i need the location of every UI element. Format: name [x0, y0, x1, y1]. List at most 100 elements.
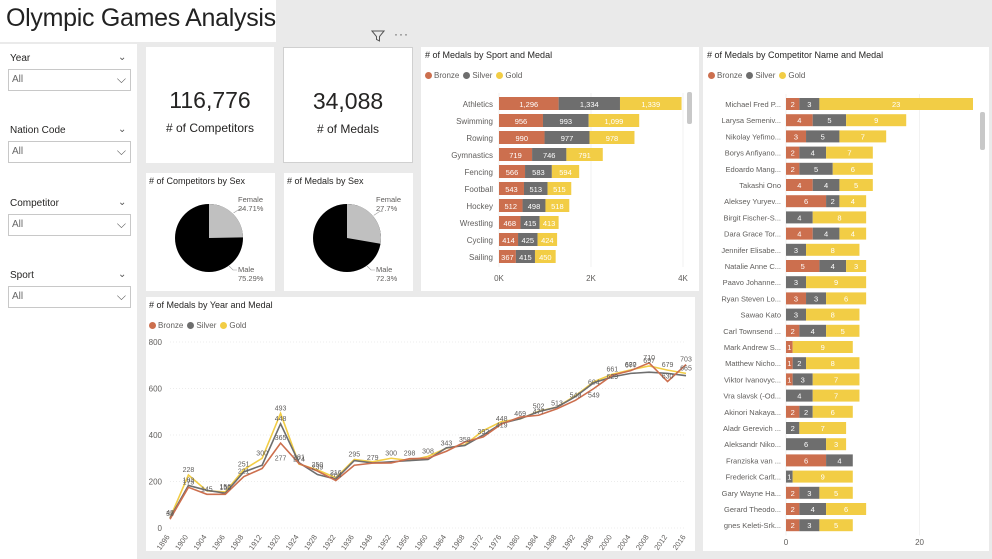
- sport-bar-gold[interactable]: [547, 182, 572, 195]
- slicer-nation-code-dropdown[interactable]: All ⌵: [8, 141, 131, 163]
- competitor-bar-bronze[interactable]: [786, 162, 800, 175]
- competitor-bar-bronze[interactable]: [786, 486, 800, 499]
- sport-bar-silver[interactable]: [532, 148, 567, 161]
- competitor-bar-silver[interactable]: [799, 503, 827, 515]
- chevron-down-icon[interactable]: ⌄: [118, 197, 127, 208]
- competitor-bar-silver[interactable]: [786, 470, 793, 483]
- competitor-bar-bronze[interactable]: [786, 503, 800, 515]
- sport-bar-bronze[interactable]: [499, 216, 521, 229]
- competitor-bar-gold[interactable]: [806, 276, 867, 289]
- competitor-bar-bronze[interactable]: [786, 519, 800, 532]
- competitor-bar-silver[interactable]: [792, 373, 813, 386]
- sport-bar-gold[interactable]: [545, 199, 570, 212]
- sport-bar-silver[interactable]: [515, 250, 535, 263]
- competitor-bar-bronze[interactable]: [786, 341, 793, 353]
- competitor-bar-gold[interactable]: [806, 357, 860, 370]
- competitor-bar-bronze[interactable]: [786, 114, 813, 127]
- competitor-bar-silver[interactable]: [799, 486, 820, 499]
- sport-bar-silver[interactable]: [558, 97, 620, 110]
- competitor-bar-gold[interactable]: [792, 341, 853, 353]
- competitor-bar-bronze[interactable]: [786, 373, 793, 386]
- year-chart-card[interactable]: # of Medals by Year and Medal Bronze Silv…: [146, 297, 695, 551]
- competitor-bar-gold[interactable]: [826, 292, 867, 305]
- competitor-bar-gold[interactable]: [806, 243, 860, 256]
- competitor-bar-gold[interactable]: [839, 130, 887, 143]
- pie-slice-female[interactable]: [209, 204, 243, 238]
- competitor-bar-bronze[interactable]: [786, 146, 800, 159]
- competitor-bar-silver[interactable]: [786, 211, 813, 224]
- chevron-down-icon[interactable]: ⌄: [118, 52, 127, 63]
- competitor-bar-gold[interactable]: [839, 195, 867, 208]
- pie-medals-card[interactable]: # of Medals by Sex Female 27.7% Male 72.3%: [284, 173, 413, 291]
- competitor-chart-card[interactable]: # of Medals by Competitor Name and Medal…: [703, 47, 989, 551]
- sport-chart-card[interactable]: # of Medals by Sport and Medal Bronze Sil…: [421, 47, 699, 291]
- slicer-year-dropdown[interactable]: All ⌵: [8, 69, 131, 91]
- kpi-medals-card[interactable]: 34,088 # of Medals: [283, 47, 413, 163]
- sport-bar-silver[interactable]: [542, 114, 589, 127]
- chevron-down-icon[interactable]: ⌄: [118, 124, 127, 135]
- year-line-silver[interactable]: [169, 371, 687, 519]
- competitor-bar-bronze[interactable]: [786, 405, 800, 418]
- competitor-bar-silver[interactable]: [819, 260, 847, 272]
- competitor-bar-gold[interactable]: [819, 519, 853, 532]
- competitor-bar-silver[interactable]: [799, 405, 813, 418]
- slicer-competitor-dropdown[interactable]: All ⌵: [8, 214, 131, 236]
- sport-bar-gold[interactable]: [539, 216, 559, 229]
- year-line-gold[interactable]: [169, 365, 687, 519]
- filter-icon[interactable]: [370, 29, 386, 46]
- competitor-bar-gold[interactable]: [846, 260, 867, 272]
- scrollbar-thumb[interactable]: [980, 112, 985, 150]
- competitor-bar-silver[interactable]: [786, 422, 800, 434]
- competitor-bar-silver[interactable]: [806, 292, 827, 305]
- kpi-competitors-card[interactable]: 116,776 # of Competitors: [146, 47, 274, 163]
- scrollbar-thumb[interactable]: [687, 92, 692, 124]
- competitor-bar-bronze[interactable]: [786, 227, 813, 240]
- competitor-bar-gold[interactable]: [826, 438, 847, 451]
- sport-bar-bronze[interactable]: [499, 199, 523, 212]
- sport-bar-gold[interactable]: [589, 131, 635, 144]
- competitor-bar-silver[interactable]: [799, 98, 820, 110]
- competitor-bar-silver[interactable]: [799, 162, 833, 175]
- sport-bar-bronze[interactable]: [499, 131, 545, 144]
- competitor-bar-gold[interactable]: [812, 211, 867, 224]
- competitor-bar-gold[interactable]: [826, 146, 873, 159]
- competitor-bar-silver[interactable]: [786, 243, 807, 256]
- competitor-bar-gold[interactable]: [792, 470, 853, 483]
- competitor-bar-gold[interactable]: [806, 308, 860, 321]
- competitor-bar-bronze[interactable]: [786, 260, 820, 272]
- pie-slice-female[interactable]: [347, 204, 381, 244]
- competitor-bar-gold[interactable]: [812, 389, 860, 402]
- sport-bar-bronze[interactable]: [499, 114, 543, 127]
- sport-bar-gold[interactable]: [588, 114, 640, 127]
- chevron-down-icon[interactable]: ⌄: [118, 269, 127, 280]
- sport-bar-silver[interactable]: [525, 165, 552, 178]
- competitor-bar-silver[interactable]: [799, 324, 827, 337]
- sport-bar-bronze[interactable]: [499, 148, 533, 161]
- competitor-bar-silver[interactable]: [786, 308, 807, 321]
- sport-bar-silver[interactable]: [544, 131, 590, 144]
- sport-bar-silver[interactable]: [520, 216, 540, 229]
- competitor-bar-silver[interactable]: [812, 179, 840, 191]
- competitor-bar-bronze[interactable]: [786, 98, 800, 110]
- competitor-bar-gold[interactable]: [832, 162, 873, 175]
- competitor-bar-gold[interactable]: [826, 324, 860, 337]
- competitor-bar-gold[interactable]: [812, 373, 860, 386]
- competitor-bar-silver[interactable]: [786, 389, 813, 402]
- more-options-icon[interactable]: ···: [394, 27, 409, 41]
- sport-bar-gold[interactable]: [534, 250, 556, 263]
- competitor-bar-bronze[interactable]: [786, 357, 793, 370]
- sport-bar-bronze[interactable]: [499, 250, 516, 263]
- competitor-bar-gold[interactable]: [839, 179, 873, 191]
- sport-bar-gold[interactable]: [619, 97, 682, 110]
- sport-bar-gold[interactable]: [566, 148, 603, 161]
- sport-bar-bronze[interactable]: [499, 233, 519, 246]
- competitor-bar-gold[interactable]: [812, 405, 853, 418]
- competitor-bar-silver[interactable]: [792, 357, 807, 370]
- competitor-bar-silver[interactable]: [812, 227, 840, 240]
- sport-bar-bronze[interactable]: [499, 165, 526, 178]
- competitor-bar-silver[interactable]: [799, 519, 820, 532]
- competitor-bar-silver[interactable]: [806, 130, 840, 143]
- year-line-bronze[interactable]: [169, 361, 687, 520]
- sport-bar-gold[interactable]: [537, 233, 558, 246]
- competitor-bar-silver[interactable]: [799, 146, 827, 159]
